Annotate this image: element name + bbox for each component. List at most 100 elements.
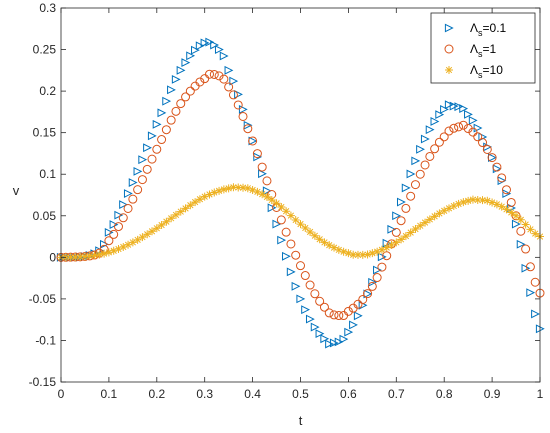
data-point (137, 175, 147, 185)
x-tick-label: 1 (537, 387, 544, 401)
data-point (133, 166, 143, 176)
y-axis-label: v (13, 183, 20, 198)
y-tick-label: 0.25 (33, 43, 57, 57)
data-point (162, 217, 171, 226)
data-point (185, 86, 195, 96)
data-point (229, 76, 239, 86)
data-point (329, 310, 339, 320)
data-point (329, 338, 339, 348)
data-point (209, 69, 219, 79)
data-point (252, 149, 262, 159)
data-point (430, 212, 439, 221)
data-point (301, 305, 311, 315)
data-point (468, 116, 478, 125)
legend-subscript: s (478, 70, 483, 80)
data-point (71, 253, 80, 262)
data-point (343, 306, 353, 316)
data-point (258, 190, 267, 199)
x-tick-label: 0.3 (196, 387, 213, 401)
x-tick-label: 0.1 (101, 387, 118, 401)
data-point (104, 248, 113, 257)
y-tick-label: 0.15 (33, 126, 57, 140)
data-point (396, 216, 406, 226)
data-point (439, 132, 449, 142)
data-point (296, 220, 305, 229)
data-point (501, 185, 511, 195)
data-point (100, 249, 109, 258)
data-point (119, 242, 128, 251)
data-point (113, 222, 123, 232)
legend-entry-2: Λs=1 (470, 42, 497, 59)
data-point (114, 244, 123, 253)
data-point (507, 208, 516, 217)
data-point (104, 227, 114, 237)
data-point (368, 249, 377, 258)
data-point (492, 200, 501, 209)
data-point (210, 40, 219, 50)
data-point (464, 196, 473, 205)
y-tick-label: -0.15 (29, 375, 57, 389)
data-point (257, 162, 267, 172)
series-layer (56, 37, 545, 349)
data-point (320, 334, 330, 344)
data-point (320, 238, 329, 247)
data-point (339, 247, 348, 256)
data-point (334, 245, 343, 254)
data-point (516, 215, 525, 224)
data-point (531, 309, 540, 319)
data-point (478, 196, 487, 205)
data-point (468, 127, 478, 137)
data-point (440, 104, 449, 114)
data-point (205, 37, 215, 47)
data-point (353, 311, 363, 321)
data-point (167, 214, 176, 223)
y-tick-label: -0.1 (35, 333, 56, 347)
data-point (387, 224, 397, 234)
data-point (430, 144, 440, 154)
data-point (406, 228, 415, 237)
data-point (181, 58, 191, 68)
data-point (397, 235, 406, 244)
data-point (248, 136, 258, 146)
legend-value: =10 (483, 63, 504, 77)
data-point (444, 100, 454, 110)
data-point (324, 308, 334, 318)
data-point (204, 69, 214, 79)
data-point (109, 220, 119, 229)
data-point (372, 273, 382, 283)
data-point (109, 229, 119, 239)
y-tick-label: 0.05 (33, 209, 57, 223)
data-point (363, 250, 372, 259)
data-point (233, 100, 243, 110)
data-point (454, 102, 464, 112)
data-point (286, 267, 296, 277)
data-point (454, 122, 464, 132)
data-point (310, 289, 320, 299)
data-point (305, 314, 315, 324)
data-point (195, 41, 205, 51)
data-point (123, 203, 133, 213)
x-tick-label: 0.7 (388, 387, 405, 401)
data-point (473, 132, 483, 142)
data-point (219, 74, 229, 84)
data-point (191, 45, 200, 55)
y-tick-label: 0.1 (39, 167, 56, 181)
y-axis: -0.15 -0.1 -0.05 0 0.05 0.1 0.15 0.2 0.25 0.3 (29, 1, 540, 389)
x-axis: 0 0.1 0.2 0.3 0.4 0.5 0.6 0.7 0.8 0.9 1 (58, 8, 544, 401)
data-point (353, 250, 362, 259)
data-point (416, 144, 425, 154)
data-point (521, 263, 531, 273)
data-point (459, 198, 468, 207)
data-point (171, 106, 181, 116)
data-point (497, 173, 507, 183)
x-tick-label: 0.5 (292, 387, 309, 401)
data-point (434, 137, 444, 147)
data-point (224, 184, 233, 193)
data-point (502, 205, 511, 214)
legend-value: =1 (483, 42, 497, 56)
data-point (142, 164, 152, 174)
data-point (176, 65, 186, 75)
data-point (444, 126, 454, 136)
data-point (114, 210, 124, 220)
series-2 (56, 69, 545, 321)
